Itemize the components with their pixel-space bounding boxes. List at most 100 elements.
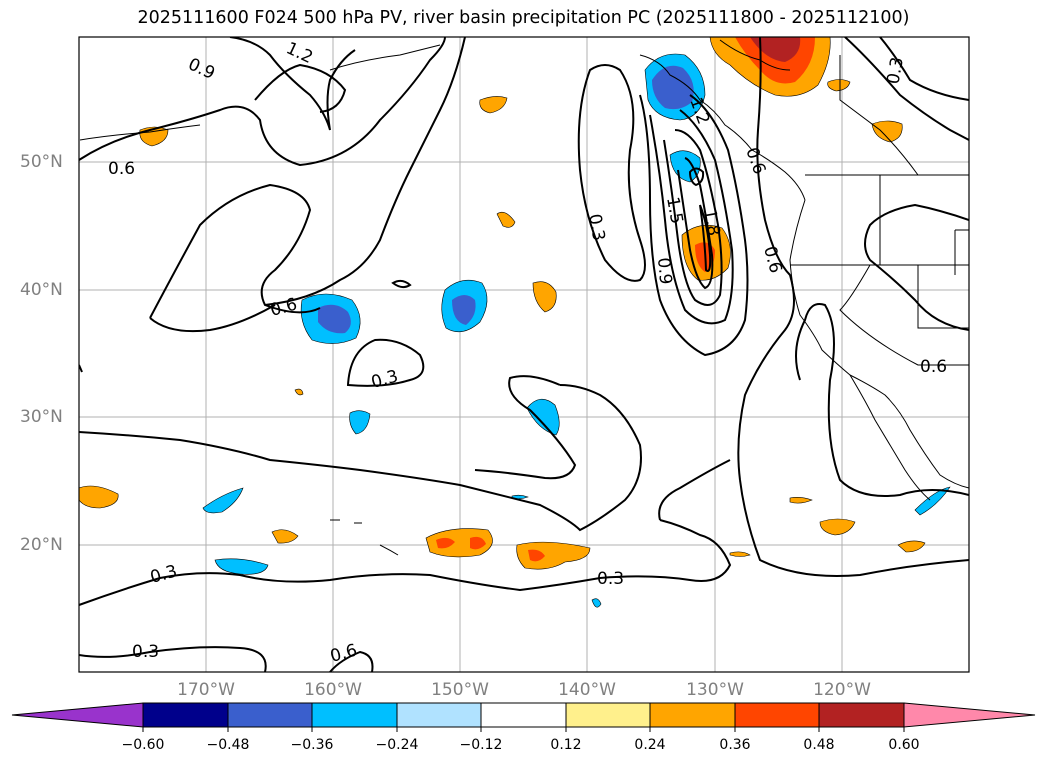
precip-blob-negative xyxy=(214,558,269,575)
contour-label: 0.6 xyxy=(108,159,135,179)
colorbar xyxy=(11,702,1036,732)
colorbar-tick-label: 0.48 xyxy=(803,737,835,753)
colorbar-segment xyxy=(649,702,736,728)
precip-blob-positive xyxy=(897,540,926,553)
contour-label: 1.2 xyxy=(283,38,316,68)
precip-blob-positive-core xyxy=(470,536,486,550)
contour-line xyxy=(658,459,731,521)
contour-label: 0.6 xyxy=(920,357,947,377)
precip-blob-positive xyxy=(819,518,856,536)
lon-label: 170°W xyxy=(177,680,235,700)
contour-line xyxy=(329,650,374,672)
contour-line xyxy=(663,129,723,306)
precip-blob-negative xyxy=(669,150,701,183)
precip-blob-positive xyxy=(479,96,508,114)
contour-label: 0.6 xyxy=(268,295,299,321)
precip-blob-positive xyxy=(871,120,903,143)
precipitation-shading xyxy=(79,37,951,608)
colorbar-segment xyxy=(818,702,905,728)
precip-blob-positive xyxy=(729,551,751,557)
contour-label: 0.3 xyxy=(597,569,624,589)
contour-line xyxy=(639,94,749,357)
coastlines xyxy=(79,39,969,556)
precip-blob-strong xyxy=(750,37,801,62)
colorbar-segment xyxy=(227,702,313,728)
colorbar-tick-label: −0.48 xyxy=(206,737,250,753)
lat-label: 40°N xyxy=(20,280,63,300)
contour-label: 0.3 xyxy=(883,56,907,86)
colorbar-segment xyxy=(565,702,651,728)
precip-blob-negative xyxy=(526,398,560,436)
contour-line xyxy=(79,646,267,672)
precip-blob-negative xyxy=(914,486,951,516)
precip-blob-negative-core xyxy=(452,295,476,325)
precip-blob-positive-core xyxy=(436,537,455,549)
colorbar-tick-label: 0.12 xyxy=(550,737,582,753)
contour-line xyxy=(474,375,577,480)
colorbar-segment xyxy=(311,702,398,728)
lon-label: 160°W xyxy=(304,680,362,700)
map-frame xyxy=(78,36,970,673)
colorbar-tick-label: 0.36 xyxy=(719,737,751,753)
map-title: 2025111600 F024 500 hPa PV, river basin … xyxy=(137,8,910,28)
contour-line xyxy=(795,303,969,497)
precip-blob-positive xyxy=(532,281,557,313)
contour-label: 1.8 xyxy=(699,207,723,237)
precip-blob-positive xyxy=(496,211,516,228)
contour-line xyxy=(79,37,446,167)
lon-label: 140°W xyxy=(558,680,616,700)
colorbar-tick-label: −0.60 xyxy=(121,737,165,753)
precip-blob-positive xyxy=(79,485,119,509)
contour-line xyxy=(264,37,466,306)
contour-label: 1.5 xyxy=(662,195,686,225)
colorbar-extend-low xyxy=(11,702,144,728)
contour-label: 0.3 xyxy=(584,212,608,242)
contour-line xyxy=(737,37,795,481)
contour-label: 0.9 xyxy=(653,257,675,286)
precip-blob-positive xyxy=(425,528,493,558)
contour-label: 0.6 xyxy=(759,244,785,275)
contour-label: 0.3 xyxy=(369,367,400,393)
contour-line xyxy=(688,167,705,187)
precip-blob-positive xyxy=(789,497,813,504)
contour-line xyxy=(844,37,969,141)
colorbar-segment xyxy=(396,702,482,728)
contour-line xyxy=(149,304,276,333)
contour-line xyxy=(149,183,321,319)
precip-blob-negative xyxy=(591,598,602,608)
lon-label: 120°W xyxy=(813,680,871,700)
contour-line xyxy=(346,338,425,387)
contour-line xyxy=(699,204,712,272)
colorbar-tick-label: 0.60 xyxy=(888,737,920,753)
lat-label: 20°N xyxy=(20,535,63,555)
contour-line xyxy=(864,203,969,331)
contour-line xyxy=(79,519,732,606)
contour-label: 0.6 xyxy=(741,145,769,177)
pv-contours xyxy=(79,37,969,672)
lon-label: 130°W xyxy=(686,680,744,700)
contour-label: 0.3 xyxy=(132,642,159,662)
precip-blob-negative xyxy=(349,410,371,435)
colorbar-tick-label: −0.24 xyxy=(375,737,419,753)
contour-line xyxy=(79,384,642,532)
contour-label: 1.2 xyxy=(685,95,713,127)
colorbar-tick-label: −0.36 xyxy=(290,737,334,753)
contour-line xyxy=(254,63,347,113)
precip-blob-positive xyxy=(516,541,591,570)
precip-blob-positive xyxy=(827,79,851,92)
colorbar-segment xyxy=(142,702,229,728)
precip-blob-positive xyxy=(294,388,304,396)
colorbar-segment xyxy=(734,702,820,728)
contour-label: 0.3 xyxy=(148,562,179,588)
contour-line xyxy=(739,479,969,577)
precip-blob-negative xyxy=(202,487,244,514)
contour-label: 0.9 xyxy=(185,54,218,84)
contour-line xyxy=(879,37,969,101)
colorbar-tick-label: −0.12 xyxy=(459,737,503,753)
colorbar-extend-high xyxy=(903,702,1036,728)
colorbar-tick-label: 0.24 xyxy=(634,737,666,753)
contour-line xyxy=(391,279,412,289)
precip-blob-positive-core xyxy=(528,549,545,562)
lon-label: 150°W xyxy=(431,680,489,700)
